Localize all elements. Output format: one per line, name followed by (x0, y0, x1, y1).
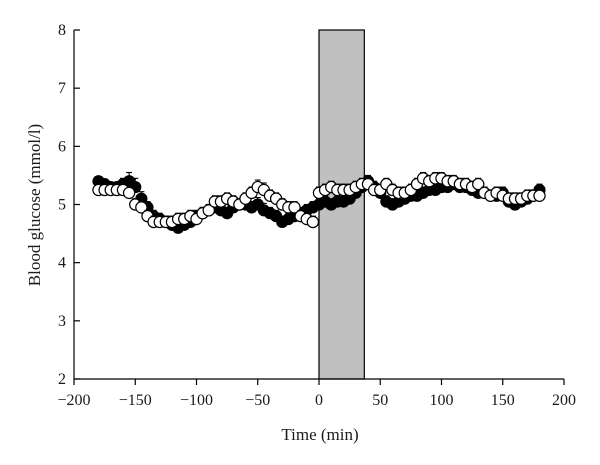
x-tick-label: 150 (491, 392, 515, 409)
open-series-point (533, 189, 546, 202)
x-axis-title: Time (min) (281, 425, 358, 444)
y-tick-label: 4 (58, 255, 66, 272)
x-tick-label: −100 (180, 392, 213, 409)
open-series-point (135, 201, 148, 214)
y-tick-label: 2 (58, 371, 66, 388)
y-tick-label: 8 (58, 22, 66, 39)
x-tick-label: −150 (119, 392, 152, 409)
open-series-point (306, 215, 320, 229)
axes-layer: 2 3 4 5 6 7 8 −200 −150 −100 −50 0 50 100 150 200 (57, 22, 576, 409)
y-tick-label: 7 (58, 80, 66, 97)
y-axis-title: Blood glucose (mmol/l) (25, 124, 44, 286)
x-tick-label: 100 (430, 392, 454, 409)
open-series-point (202, 204, 215, 217)
x-tick-label: 0 (315, 392, 323, 409)
x-tick-label: −50 (245, 392, 270, 409)
x-tick-label: −200 (57, 392, 90, 409)
y-tick-label: 5 (58, 197, 66, 214)
y-tick-label: 3 (58, 313, 66, 330)
open-series-point (472, 177, 485, 191)
open-series-point (122, 186, 136, 200)
open-series-point (288, 201, 301, 214)
x-tick-label: 200 (552, 392, 576, 409)
y-tick-label: 6 (58, 138, 66, 155)
x-tick-label: 50 (372, 392, 388, 409)
open-series-layer (92, 171, 546, 229)
